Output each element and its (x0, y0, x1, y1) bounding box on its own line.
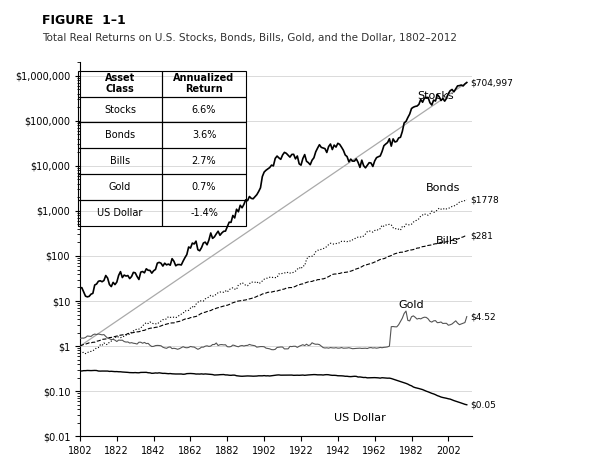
Text: 6.6%: 6.6% (192, 105, 216, 114)
Bar (78, 71, 162, 97)
Text: $4.52: $4.52 (470, 312, 496, 321)
Text: Stocks: Stocks (104, 105, 136, 114)
Bar (162, 97, 246, 122)
Bar (162, 148, 246, 174)
Text: Total Real Returns on U.S. Stocks, Bonds, Bills, Gold, and the Dollar, 1802–2012: Total Real Returns on U.S. Stocks, Bonds… (42, 33, 457, 43)
Text: $704,997: $704,997 (470, 78, 514, 87)
Bar (78, 148, 162, 174)
Text: Bills: Bills (110, 156, 130, 166)
Text: US Dollar: US Dollar (97, 208, 143, 218)
Bar (162, 71, 246, 97)
Text: Gold: Gold (398, 300, 424, 310)
Text: Gold: Gold (109, 182, 131, 192)
Text: Bonds: Bonds (105, 130, 135, 140)
Text: $0.05: $0.05 (470, 400, 496, 409)
Bar (162, 122, 246, 148)
Text: Annualized
Return: Annualized Return (173, 73, 235, 94)
Text: -1.4%: -1.4% (190, 208, 218, 218)
Bar (162, 200, 246, 226)
Text: FIGURE  1–1: FIGURE 1–1 (42, 14, 126, 27)
Bar (78, 174, 162, 200)
Text: 3.6%: 3.6% (192, 130, 216, 140)
Text: 2.7%: 2.7% (191, 156, 217, 166)
Text: Stocks: Stocks (417, 91, 454, 101)
Text: $1778: $1778 (470, 195, 499, 204)
Bar (78, 200, 162, 226)
Text: Asset
Class: Asset Class (105, 73, 135, 94)
Text: US Dollar: US Dollar (334, 413, 386, 423)
Text: $281: $281 (470, 231, 493, 240)
Text: Bonds: Bonds (426, 183, 461, 193)
Bar (78, 97, 162, 122)
Bar (162, 174, 246, 200)
Text: Bills: Bills (436, 236, 458, 246)
Bar (78, 122, 162, 148)
Text: 0.7%: 0.7% (192, 182, 216, 192)
